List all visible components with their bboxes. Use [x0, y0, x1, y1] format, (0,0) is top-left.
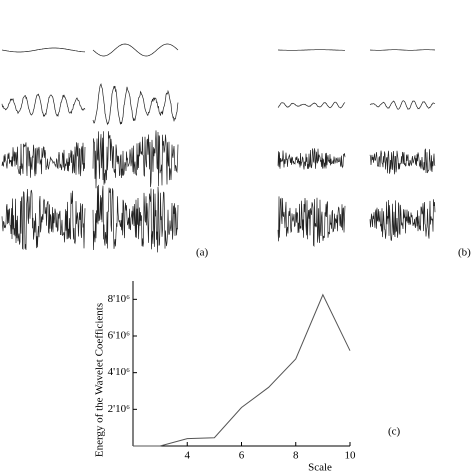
signal-trace: [1, 47, 86, 53]
x-tick-label: 6: [239, 450, 245, 462]
signal-trace: [92, 83, 179, 126]
signal-trace: [277, 101, 346, 109]
panel-label: (b): [458, 247, 471, 259]
signal-trace: [92, 43, 179, 57]
data-line: [133, 293, 351, 447]
signal-panels: [1, 43, 436, 253]
x-tick-label: 10: [345, 450, 357, 462]
signal-trace: [92, 130, 179, 189]
signal-trace: [1, 142, 86, 178]
signal-trace: [369, 148, 436, 175]
signal-trace: [369, 100, 436, 110]
signal-trace: [369, 49, 436, 51]
x-tick-label: 4: [185, 450, 191, 462]
signal-trace: [277, 196, 346, 247]
signal-trace: [369, 199, 436, 241]
signal-trace: [92, 184, 179, 253]
signal-trace: [277, 148, 346, 170]
signal-trace: [278, 49, 345, 51]
x-axis-label: Scale: [308, 462, 332, 474]
y-tick-label: 4'10⁶: [108, 366, 130, 378]
panel-label: (a): [196, 247, 209, 259]
y-tick-label: 8'10⁶: [108, 293, 130, 305]
y-tick-label: 6'10⁶: [108, 330, 130, 342]
panel-label: (c): [388, 426, 401, 438]
x-tick-label: 8: [293, 450, 299, 462]
signal-trace: [1, 188, 86, 251]
y-tick-label: 2'10⁶: [108, 403, 130, 415]
signal-trace: [1, 93, 86, 118]
y-axis-label: Energy of the Wavelet Coefficients: [94, 303, 106, 457]
